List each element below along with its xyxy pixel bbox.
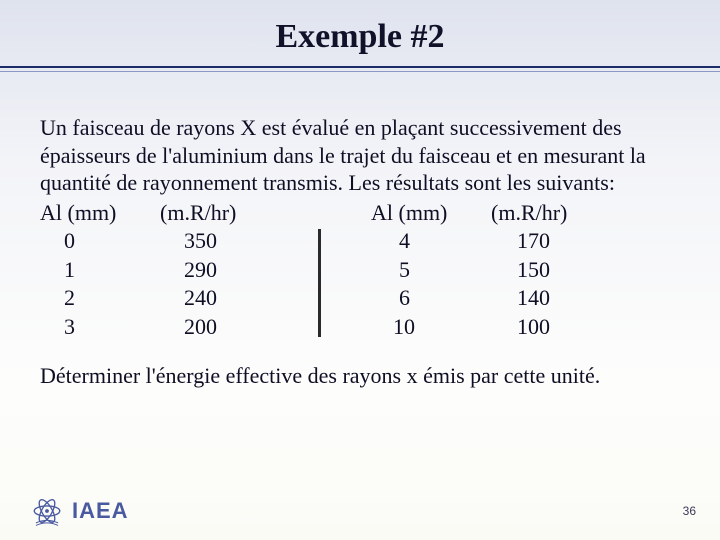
col-al-right: Al (mm) 4 5 6 10 bbox=[331, 199, 481, 342]
cell: 10 bbox=[371, 313, 481, 342]
slide-title: Exemple #2 bbox=[0, 0, 720, 66]
question-text: Déterminer l'énergie effective des rayon… bbox=[40, 363, 680, 389]
col-header: (m.R/hr) bbox=[481, 199, 621, 228]
cell: 5 bbox=[371, 256, 481, 285]
data-table: Al (mm) 0 1 2 3 (m.R/hr) 350 290 240 200… bbox=[40, 199, 680, 342]
title-rule-primary bbox=[0, 66, 720, 68]
col-header: (m.R/hr) bbox=[150, 199, 290, 228]
cell: 1 bbox=[40, 256, 150, 285]
cell: 150 bbox=[481, 256, 621, 285]
table-left: Al (mm) 0 1 2 3 (m.R/hr) 350 290 240 200 bbox=[40, 199, 290, 342]
col-header: Al (mm) bbox=[40, 199, 150, 228]
cell: 290 bbox=[150, 256, 290, 285]
org-logo: IAEA bbox=[30, 494, 129, 528]
col-al-left: Al (mm) 0 1 2 3 bbox=[40, 199, 150, 342]
slide-body: Un faisceau de rayons X est évalué en pl… bbox=[0, 72, 720, 389]
col-rate-right: (m.R/hr) 170 150 140 100 bbox=[481, 199, 621, 342]
slide-footer: IAEA 36 bbox=[0, 494, 720, 528]
cell: 4 bbox=[371, 227, 481, 256]
cell: 240 bbox=[150, 284, 290, 313]
intro-paragraph: Un faisceau de rayons X est évalué en pl… bbox=[40, 114, 680, 197]
cell: 2 bbox=[40, 284, 150, 313]
cell: 350 bbox=[150, 227, 290, 256]
cell: 140 bbox=[481, 284, 621, 313]
table-right: Al (mm) 4 5 6 10 (m.R/hr) 170 150 140 10… bbox=[331, 199, 621, 342]
cell: 6 bbox=[371, 284, 481, 313]
org-name: IAEA bbox=[72, 498, 129, 524]
cell: 100 bbox=[481, 313, 621, 342]
cell: 170 bbox=[481, 227, 621, 256]
page-number: 36 bbox=[683, 504, 696, 518]
atom-icon bbox=[30, 494, 64, 528]
table-divider bbox=[318, 229, 321, 338]
cell: 3 bbox=[40, 313, 150, 342]
col-rate-left: (m.R/hr) 350 290 240 200 bbox=[150, 199, 290, 342]
cell: 0 bbox=[40, 227, 150, 256]
cell: 200 bbox=[150, 313, 290, 342]
col-header: Al (mm) bbox=[371, 199, 481, 228]
